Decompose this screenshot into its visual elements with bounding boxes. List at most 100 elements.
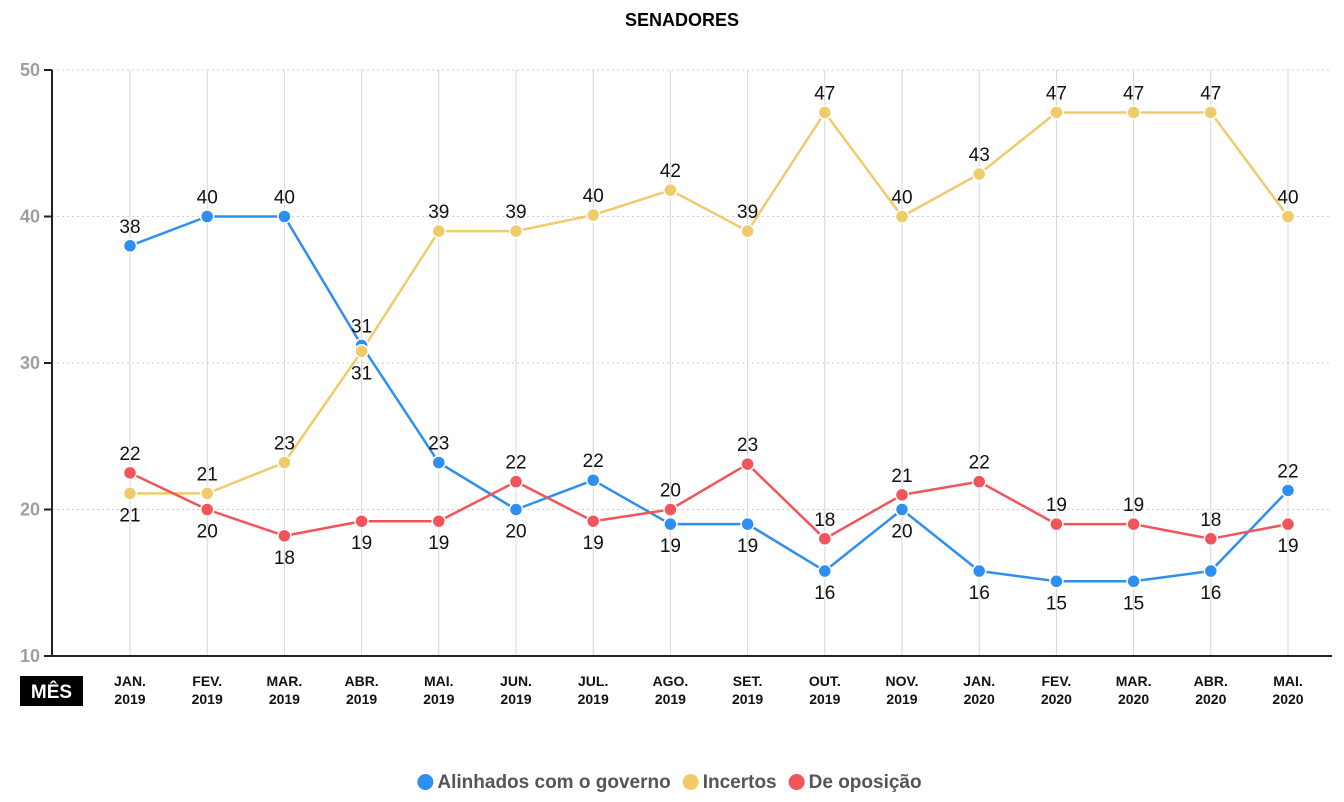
x-tick-label-month: AGO. [653, 673, 689, 689]
x-tick-label-year: 2019 [578, 691, 609, 707]
x-tick-label-year: 2020 [1272, 691, 1303, 707]
data-label: 16 [969, 583, 990, 604]
x-tick-label-year: 2019 [732, 691, 763, 707]
data-point [1049, 105, 1064, 120]
x-axis-label: MÊS [20, 676, 83, 706]
data-point [199, 209, 215, 224]
data-point [354, 344, 369, 359]
data-label: 47 [814, 83, 835, 104]
data-point [1126, 574, 1141, 589]
x-tick-label-month: JUL. [578, 673, 608, 689]
data-point [199, 502, 215, 517]
x-tick-label-month: JAN. [114, 673, 146, 689]
data-point [277, 209, 292, 224]
data-point [508, 474, 524, 489]
data-point [1049, 516, 1064, 532]
data-point [508, 502, 524, 517]
legend-label: Incertos [703, 772, 777, 793]
data-point [817, 105, 833, 120]
legend-label: Alinhados com o governo [437, 772, 670, 793]
data-label: 19 [1046, 495, 1067, 516]
x-tick-label-month: SET. [733, 673, 763, 689]
chart-title: SENADORES [625, 10, 739, 30]
data-label: 20 [197, 522, 218, 543]
series-line-2 [129, 462, 1289, 541]
x-tick-label-month: MAR. [267, 673, 303, 689]
data-point [585, 207, 601, 223]
data-label: 19 [1123, 495, 1144, 516]
data-label: 19 [428, 533, 449, 554]
data-label: 40 [891, 188, 912, 209]
data-label: 16 [1200, 583, 1221, 604]
y-tick-label: 50 [20, 60, 40, 80]
data-label: 31 [351, 316, 372, 337]
data-point [508, 223, 524, 239]
x-tick-label-month: MAR. [1116, 673, 1152, 689]
x-tick-label-month: ABR. [1194, 673, 1228, 689]
data-label: 40 [197, 188, 218, 209]
series-group: 38 40 40 31 23 20 22 19 19 16 20 16 15 15 16 22 21 21 23 31… [119, 83, 1298, 614]
x-tick-label-month: MAI. [424, 673, 454, 689]
data-point [894, 502, 910, 517]
data-label: 39 [737, 202, 758, 223]
data-point [817, 563, 833, 579]
data-label: 18 [1200, 510, 1221, 531]
data-label: 47 [1200, 83, 1221, 104]
data-label: 22 [1277, 461, 1298, 482]
data-point [585, 472, 601, 488]
data-label: 22 [969, 453, 990, 474]
legend-swatch [682, 774, 699, 790]
data-point [663, 502, 678, 517]
data-point [1126, 105, 1141, 120]
x-tick-label-month: OUT. [809, 673, 841, 689]
legend-item: Alinhados com o governo [417, 772, 671, 793]
data-point [740, 223, 755, 239]
legend-swatch [417, 774, 434, 790]
x-tick-label-year: 2020 [964, 691, 995, 707]
data-point [431, 455, 447, 470]
data-label: 39 [505, 202, 526, 223]
data-point [122, 465, 138, 481]
x-tick-label-year: 2019 [423, 691, 454, 707]
data-point [1203, 531, 1219, 547]
y-tick-label: 20 [20, 500, 40, 520]
series-line-1 [130, 111, 1290, 495]
data-point [122, 238, 138, 254]
data-label: 15 [1123, 593, 1144, 614]
x-tick-labels: JAN. 2019 FEV. 2019 MAR. 2019 ABR. 2019 MAI. 2019… [114, 673, 1304, 707]
data-point [354, 513, 369, 529]
x-tick-label-year: 2019 [886, 691, 917, 707]
data-label: 22 [119, 444, 140, 465]
data-point [817, 531, 833, 547]
data-label: 19 [660, 536, 681, 557]
data-label: 47 [1123, 83, 1144, 104]
data-label: 43 [969, 145, 990, 166]
data-point [1280, 209, 1296, 224]
data-label: 21 [891, 466, 912, 487]
legend-swatch [788, 774, 805, 790]
x-axis-label-text: MÊS [31, 681, 72, 703]
x-tick-label-year: 2020 [1118, 691, 1149, 707]
x-tick-label-month: JUN. [500, 673, 532, 689]
data-point [1280, 516, 1296, 532]
grid [52, 69, 1332, 656]
data-label: 40 [274, 188, 295, 209]
x-tick-label-month: ABR. [344, 673, 378, 689]
data-point [663, 182, 678, 198]
data-point [894, 209, 910, 224]
data-label: 42 [660, 161, 681, 182]
data-label: 23 [737, 435, 758, 456]
x-tick-label-year: 2019 [346, 691, 377, 707]
data-point [1049, 574, 1064, 589]
data-label: 20 [660, 481, 681, 502]
data-point [971, 563, 987, 579]
data-label: 18 [814, 510, 835, 531]
x-tick-label-year: 2019 [655, 691, 686, 707]
x-tick-label-month: MAI. [1273, 673, 1303, 689]
data-point [740, 516, 755, 532]
data-label: 19 [737, 536, 758, 557]
data-point [1126, 516, 1141, 532]
data-point [585, 513, 601, 529]
data-point [971, 474, 987, 489]
data-point [431, 513, 447, 529]
